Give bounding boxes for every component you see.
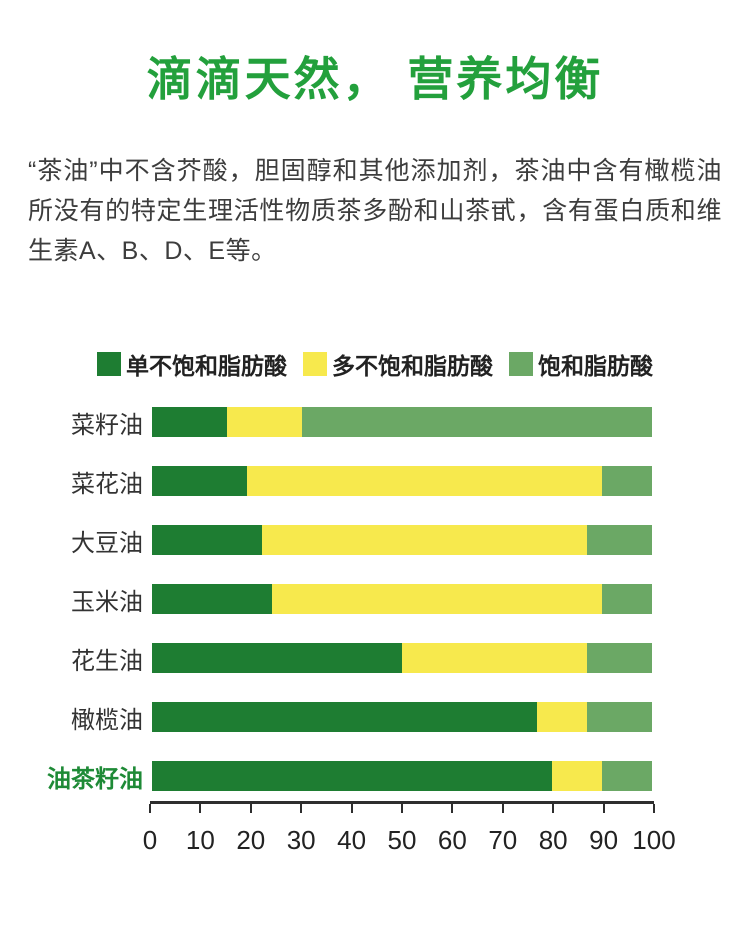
bar-segment bbox=[402, 643, 587, 674]
bar-segment bbox=[537, 702, 587, 733]
legend-swatch-yellow bbox=[303, 352, 327, 377]
x-tick-label: 90 bbox=[589, 825, 619, 856]
x-tick-label: 0 bbox=[142, 825, 158, 856]
category-label: 橄榄油 bbox=[71, 706, 143, 734]
legend-item-monounsaturated: 单不饱和脂肪酸 bbox=[97, 347, 287, 381]
x-tick-label: 80 bbox=[538, 825, 568, 856]
chart-row: 大豆油 bbox=[0, 525, 750, 557]
bar-segment bbox=[602, 466, 652, 497]
bar-segment bbox=[247, 466, 602, 497]
x-tick-mark bbox=[249, 804, 252, 814]
legend-item-polyunsaturated: 多不饱和脂肪酸 bbox=[303, 347, 493, 381]
x-tick-mark bbox=[401, 804, 403, 814]
x-tick-label: 60 bbox=[437, 825, 467, 856]
chart-row: 玉米油 bbox=[0, 584, 750, 616]
x-tick-mark bbox=[199, 804, 202, 814]
legend-label: 饱和脂肪酸 bbox=[538, 353, 653, 380]
legend-label: 单不饱和脂肪酸 bbox=[126, 353, 287, 380]
chart-rows: 菜籽油菜花油大豆油玉米油花生油橄榄油油茶籽油 bbox=[0, 407, 750, 793]
bar-segment bbox=[302, 407, 652, 438]
bar-segment bbox=[602, 584, 652, 615]
x-tick-mark bbox=[350, 804, 353, 814]
legend-swatch-mid-green bbox=[509, 352, 533, 377]
x-tick-label: 70 bbox=[488, 825, 518, 856]
bar-segment bbox=[587, 525, 652, 556]
bar-segment bbox=[552, 761, 602, 792]
bar-segment bbox=[587, 643, 652, 674]
legend-swatch-dark-green bbox=[97, 352, 121, 377]
stacked-bar bbox=[152, 525, 652, 556]
x-tick-mark bbox=[653, 804, 655, 814]
bar-segment bbox=[602, 761, 652, 792]
category-label: 油茶籽油 bbox=[47, 765, 143, 793]
bar-segment bbox=[152, 643, 402, 674]
product-description: “茶油”中不含芥酸，胆固醇和其他添加剂，茶油中含有橄榄油所没有的特定生理活性物质… bbox=[28, 157, 722, 266]
x-tick-mark bbox=[602, 804, 605, 814]
chart-row: 花生油 bbox=[0, 643, 750, 675]
bar-segment bbox=[587, 702, 652, 733]
category-label: 菜花油 bbox=[71, 470, 143, 498]
stacked-bar bbox=[152, 584, 652, 615]
stacked-bar bbox=[152, 761, 652, 792]
bar-segment bbox=[262, 525, 587, 556]
page-title: 滴滴天然， 营养均衡 bbox=[146, 53, 604, 105]
stacked-bar bbox=[152, 466, 652, 497]
bar-segment bbox=[152, 525, 262, 556]
x-tick-mark bbox=[552, 804, 555, 814]
x-tick-mark bbox=[149, 804, 151, 814]
bar-segment bbox=[152, 584, 272, 615]
chart-row: 油茶籽油 bbox=[0, 761, 750, 793]
x-tick-mark bbox=[501, 804, 504, 814]
x-tick-label: 50 bbox=[387, 825, 417, 856]
bar-segment bbox=[152, 466, 247, 497]
category-label: 玉米油 bbox=[71, 588, 143, 616]
x-axis: 0 10 20 30 40 50 60 70 80 90 100 bbox=[143, 801, 676, 891]
category-label: 菜籽油 bbox=[71, 411, 143, 439]
stacked-bar bbox=[152, 643, 652, 674]
x-tick-label: 10 bbox=[185, 825, 215, 856]
stacked-bar bbox=[152, 407, 652, 438]
bar-segment bbox=[152, 702, 537, 733]
x-tick-mark bbox=[451, 804, 454, 814]
chart-row: 菜花油 bbox=[0, 466, 750, 498]
x-tick-label: 30 bbox=[286, 825, 316, 856]
stacked-bar-chart: 菜籽油菜花油大豆油玉米油花生油橄榄油油茶籽油 0 10 20 30 40 50 60 70 80… bbox=[0, 407, 750, 891]
bar-segment bbox=[272, 584, 602, 615]
x-tick-label: 40 bbox=[337, 825, 367, 856]
chart-legend: 单不饱和脂肪酸 多不饱和脂肪酸 饱和脂肪酸 bbox=[0, 347, 750, 381]
x-tick-label: 20 bbox=[236, 825, 266, 856]
legend-item-saturated: 饱和脂肪酸 bbox=[509, 347, 653, 381]
bar-segment bbox=[152, 761, 552, 792]
chart-row: 菜籽油 bbox=[0, 407, 750, 439]
category-label: 花生油 bbox=[71, 647, 143, 675]
x-tick-label: 100 bbox=[632, 825, 676, 856]
x-tick-mark bbox=[300, 804, 303, 814]
legend-label: 多不饱和脂肪酸 bbox=[332, 353, 493, 380]
category-label: 大豆油 bbox=[71, 529, 143, 557]
chart-row: 橄榄油 bbox=[0, 702, 750, 734]
bar-segment bbox=[152, 407, 227, 438]
x-axis-line bbox=[150, 801, 654, 805]
stacked-bar bbox=[152, 702, 652, 733]
bar-segment bbox=[227, 407, 302, 438]
